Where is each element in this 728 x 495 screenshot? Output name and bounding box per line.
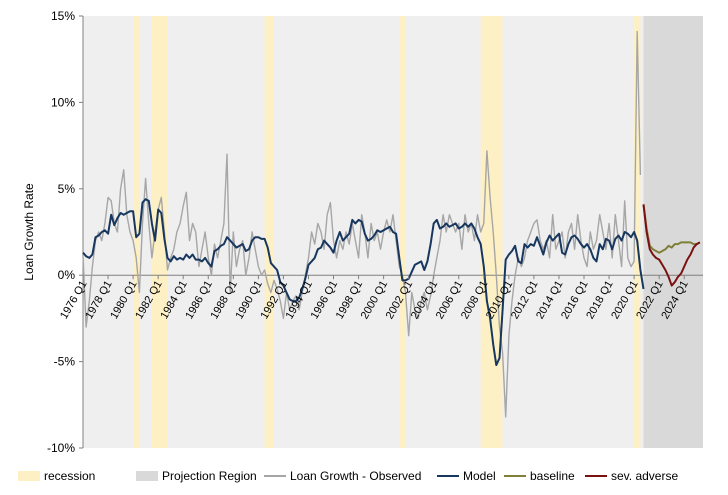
y-tick-label: 10% [51, 95, 75, 109]
y-tick-label: 0% [58, 268, 76, 282]
legend-label: sev. adverse [611, 469, 678, 483]
y-tick-label: 5% [58, 182, 76, 196]
series-lines [82, 30, 701, 418]
y-tick-label: -5% [54, 355, 76, 369]
legend: recession Projection Region Loan Growth - … [18, 469, 678, 483]
series-line-sev-adverse [642, 204, 701, 287]
series-line-loan-growth-observed [82, 30, 642, 418]
series-line-baseline [642, 204, 701, 254]
series-line-model [82, 198, 645, 367]
legend-swatch [18, 471, 40, 481]
recession-band [634, 16, 641, 448]
recession-band [399, 16, 406, 448]
y-axis-label: Loan Growth Rate [22, 183, 36, 281]
y-axis-ticks: 15% 10% 5% 0% -5% -10% [47, 9, 83, 455]
legend-label: Loan Growth - Observed [290, 469, 421, 483]
legend-swatch [136, 471, 158, 481]
recession-band [151, 16, 168, 448]
y-tick-label: -10% [47, 441, 75, 455]
recession-band [480, 16, 503, 448]
projection-region [643, 16, 703, 448]
legend-label: recession [44, 469, 95, 483]
legend-label: Projection Region [162, 469, 257, 483]
background-regions [83, 16, 703, 448]
recession-band [264, 16, 275, 448]
legend-label: baseline [530, 469, 575, 483]
legend-label: Model [463, 469, 496, 483]
axes [82, 16, 703, 448]
y-tick-label: 15% [51, 9, 75, 23]
